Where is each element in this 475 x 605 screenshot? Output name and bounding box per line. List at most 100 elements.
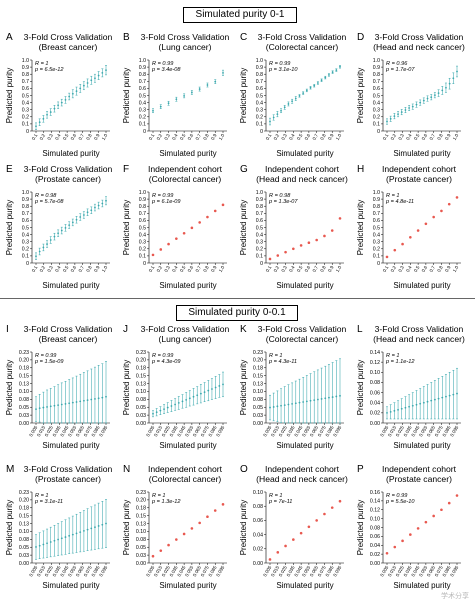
data-point: [320, 398, 323, 400]
stat-r: R = 1: [269, 493, 283, 499]
data-point: [440, 508, 443, 512]
y-tick-label: 0.08: [19, 537, 29, 543]
data-point: [35, 408, 37, 411]
panel-letter: M: [6, 464, 14, 475]
x-tick-label: 0.3: [163, 265, 171, 273]
x-tick-label: 0.8: [319, 133, 327, 141]
data-point: [276, 113, 279, 115]
x-tick-label: 0.6: [70, 133, 78, 141]
data-point: [35, 125, 37, 128]
data-point: [330, 506, 334, 509]
x-tick-label: 0.085: [91, 425, 101, 438]
data-point: [49, 405, 52, 408]
x-tick-label: 0.065: [192, 425, 202, 438]
data-point: [455, 494, 459, 497]
x-tick-label: 0.6: [421, 133, 429, 141]
x-tick-label: 0.2: [39, 265, 47, 273]
data-point: [75, 218, 78, 221]
data-point: [292, 538, 295, 541]
y-tick-label: 0.08: [370, 525, 380, 531]
data-point: [389, 117, 392, 120]
y-tick-label: 0.20: [19, 358, 29, 364]
x-tick-label: 0.4: [54, 133, 62, 141]
y-tick-label: 0.20: [136, 358, 146, 364]
y-tick-label: 0.20: [136, 498, 146, 504]
data-point: [152, 109, 154, 112]
chart-svg: F Independent cohort(Colorectal cancer)00…: [122, 164, 227, 290]
y-tick-label: 0.20: [19, 498, 29, 504]
data-point: [159, 549, 163, 552]
y-tick-label: 0.15: [19, 513, 29, 519]
y-tick-label: 0.10: [253, 490, 263, 496]
data-point: [60, 537, 63, 540]
data-point: [75, 401, 78, 403]
x-tick-label: 0.3: [280, 265, 288, 273]
y-axis-label: Predicted purity: [122, 200, 131, 256]
data-point: [152, 412, 154, 415]
x-axis-label: Simulated purity: [276, 281, 333, 290]
watermark: 学术分享: [441, 593, 469, 600]
chart-title: 3-Fold Cross Validation: [24, 164, 113, 174]
y-axis-label: Predicted purity: [356, 200, 365, 256]
y-tick-label: 0: [26, 129, 29, 135]
data-point: [79, 87, 82, 90]
chart-panel-o: O Independent cohort (Head and neck cancer…: [236, 462, 352, 592]
stat-r: R = 0.98: [35, 193, 57, 199]
x-tick-label: 0.6: [304, 265, 312, 273]
y-tick-label: 0.10: [136, 389, 146, 395]
data-point: [57, 538, 60, 541]
data-point: [400, 111, 403, 113]
stat-p: p = 4.3e-09: [151, 359, 180, 365]
x-tick-label: 0.015: [153, 565, 163, 578]
data-point: [280, 404, 282, 407]
chart-svg: A 3-Fold Cross Validation(Breast cancer) 0…: [5, 32, 113, 158]
data-point: [71, 401, 74, 404]
data-point: [331, 71, 334, 74]
data-point: [68, 95, 71, 98]
chart-svg: D 3-Fold Cross Validation(Head and neck c…: [356, 32, 465, 158]
y-tick-label: 0.2: [256, 115, 263, 121]
y-tick-label: 0.3: [139, 108, 146, 114]
chart-panel-i: I 3-Fold Cross Validation (Breast cancer) 0…: [2, 322, 118, 452]
chart-subtitle: (Lung cancer): [158, 334, 211, 344]
x-axis-label: Simulated purity: [276, 581, 333, 590]
data-point: [397, 113, 399, 115]
data-point: [97, 74, 100, 77]
data-point: [430, 399, 433, 402]
x-tick-label: 0.065: [192, 565, 202, 578]
data-point: [167, 242, 170, 246]
x-axis-label: Simulated purity: [159, 581, 216, 590]
data-point: [315, 519, 318, 522]
x-tick-label: 0.1: [265, 265, 273, 273]
section-divider: [0, 298, 475, 299]
data-point: [401, 242, 404, 246]
data-point: [94, 398, 96, 400]
x-axis-label: Simulated purity: [393, 149, 450, 158]
data-point: [105, 69, 107, 72]
x-tick-label: 0.025: [278, 425, 288, 438]
x-tick-label: 0.065: [75, 565, 85, 578]
x-tick-label: 0.3: [397, 265, 405, 273]
x-tick-label: 0.7: [195, 133, 203, 141]
panel-letter: I: [6, 324, 9, 335]
y-tick-label: 0.2: [22, 247, 29, 253]
x-tick-label: 0.035: [52, 425, 62, 438]
chart-subtitle: (Head and neck cancer): [373, 42, 465, 52]
x-tick-label: 0.045: [293, 565, 303, 578]
chart-svg: O Independent cohort(Head and neck cancer…: [239, 464, 348, 590]
chart-panel-m: M 3-Fold Cross Validation (Prostate cancer…: [2, 462, 118, 592]
data-point: [60, 101, 63, 104]
data-point: [86, 399, 89, 402]
y-tick-label: 0.1: [256, 122, 263, 128]
data-point: [90, 527, 93, 530]
data-point: [419, 101, 422, 104]
y-tick-label: 0.08: [136, 397, 146, 403]
stat-r: R = 1: [35, 493, 49, 499]
data-point: [38, 250, 41, 253]
x-tick-label: 0.005: [379, 425, 389, 438]
x-tick-label: 0.075: [200, 425, 210, 438]
data-point: [294, 402, 297, 405]
data-point: [426, 400, 429, 403]
data-point: [422, 99, 425, 102]
data-point: [283, 404, 286, 406]
